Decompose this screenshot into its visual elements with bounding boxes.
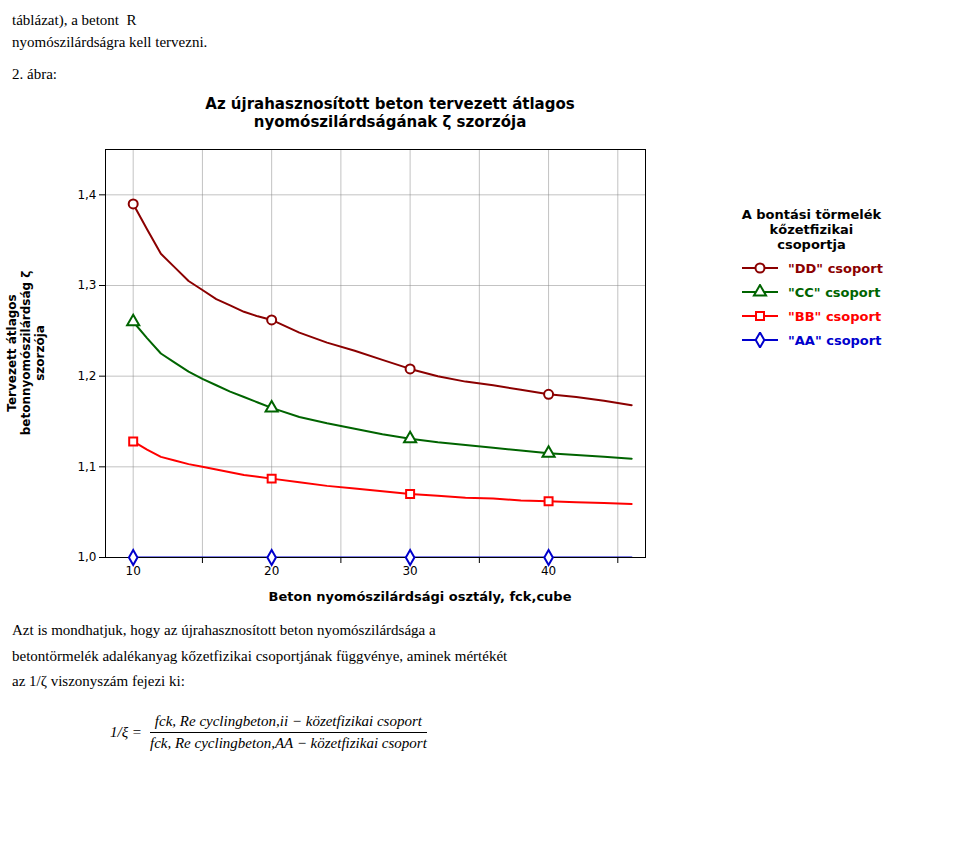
svg-text:Tervezett átlagosbetonnyomószi: Tervezett átlagosbetonnyomószilárdság ζs… [5, 271, 48, 436]
html-text:A bontási törmelék kőzetfizika: A bontási törmelék kőzetfizikai csoportj… [741, 207, 882, 253]
svg-text:1,4: 1,4 [77, 188, 96, 202]
html-text:Azt is mondhatjuk, hogy az újr: Azt is mondhatjuk, hogy az újrahasznosít… [12, 622, 436, 639]
html-text:"AA" csoport: "AA" csoport [788, 332, 882, 348]
svg-text:40: 40 [540, 564, 557, 579]
html-text:fck, Re cyclingbeton,ii − köze: fck, Re cyclingbeton,ii − közetfizikai c… [154, 712, 422, 729]
html-text:"BB" csoport: "BB" csoport [788, 308, 882, 324]
html-text:fck, Re cyclingbeton,AA − köze: fck, Re cyclingbeton,AA − közetfizikai c… [150, 734, 427, 751]
svg-text:1,3: 1,3 [77, 279, 96, 293]
svg-text:20: 20 [264, 564, 280, 579]
html-text:nyomószilárdságra kell tervezn: nyomószilárdságra kell tervezni. [12, 33, 208, 50]
html-text:"CC" csoport: "CC" csoport [788, 284, 881, 300]
html-text:az 1/ζ viszonyszám fejezi ki:: az 1/ζ viszonyszám fejezi ki: [12, 673, 185, 690]
svg-text:30: 30 [402, 564, 418, 579]
svg-text:1,1: 1,1 [77, 460, 96, 474]
svg-text:1,0: 1,0 [77, 551, 96, 565]
html-text:"DD" csoport: "DD" csoport [788, 260, 883, 276]
html-text:2. ábra:: 2. ábra: [12, 65, 57, 82]
html-text:1/ξ =: 1/ξ = [110, 723, 142, 740]
html-text:táblázat), a betont R: táblázat), a betont R [12, 12, 137, 28]
html-text:Beton nyomószilárdsági osztály: Beton nyomószilárdsági osztály, fck,cube [268, 589, 572, 605]
html-text:betontörmelék adalékanyag kőze: betontörmelék adalékanyag kőzetfizikai c… [12, 647, 508, 664]
html-text:Az újrahasznosított beton terv: Az újrahasznosított beton tervezett átla… [205, 95, 575, 132]
svg-text:1,2: 1,2 [77, 369, 96, 383]
svg-text:10: 10 [125, 564, 141, 579]
